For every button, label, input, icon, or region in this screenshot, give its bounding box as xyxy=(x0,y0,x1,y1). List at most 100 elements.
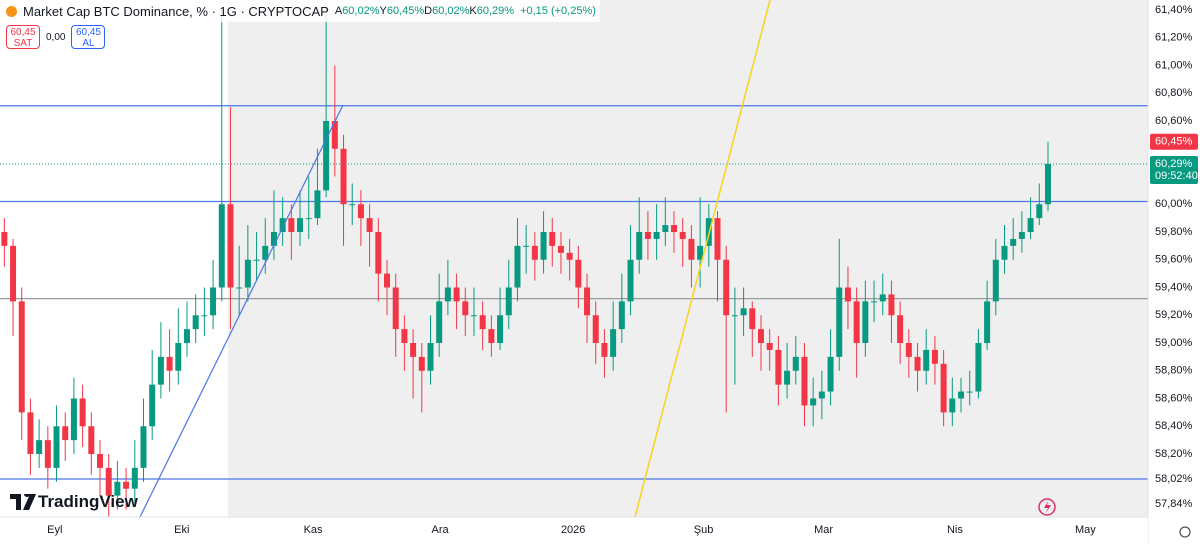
y-tick-label: 61,00% xyxy=(1155,59,1193,71)
candle-body xyxy=(662,225,669,232)
buy-price: 60,45 xyxy=(75,27,101,38)
logo: TradingView xyxy=(10,492,138,512)
candle-body xyxy=(270,231,277,246)
candle-body xyxy=(470,315,477,317)
candle-body xyxy=(227,204,234,288)
candle-body xyxy=(523,245,530,247)
candle-body xyxy=(949,398,956,413)
candle-body xyxy=(62,426,69,441)
candle-body xyxy=(636,231,643,260)
candle-body xyxy=(175,343,182,371)
candle-body xyxy=(410,343,417,357)
drawings xyxy=(139,0,771,517)
x-tick-label: Nis xyxy=(947,524,963,536)
candle-body xyxy=(749,308,756,330)
candle-body xyxy=(757,329,764,344)
y-tick-label: 58,02% xyxy=(1155,473,1193,485)
y-tick-label: 59,40% xyxy=(1155,281,1193,293)
candle-body xyxy=(375,231,382,274)
candle-body xyxy=(610,329,617,357)
candle-body xyxy=(462,301,469,316)
candle-body xyxy=(784,370,791,385)
candle-body xyxy=(297,218,304,232)
alert-icon[interactable] xyxy=(1038,498,1056,516)
candle-body xyxy=(731,315,738,317)
trade-panel: 60,45 SAT 0,00 60,45 AL xyxy=(6,25,106,49)
candle-body xyxy=(262,245,269,260)
candle-body xyxy=(1,231,8,246)
candle-body xyxy=(531,245,538,260)
candle-body xyxy=(1044,164,1051,205)
candle-body xyxy=(740,308,747,316)
candle-body xyxy=(279,218,286,232)
x-tick-label: May xyxy=(1075,524,1096,536)
candle-body xyxy=(244,259,251,288)
candle-body xyxy=(775,349,782,385)
candle-body xyxy=(401,329,408,344)
buy-button[interactable]: 60,45 AL xyxy=(71,25,106,49)
candle-body xyxy=(114,481,121,496)
y-tick-label: 59,60% xyxy=(1155,254,1193,266)
range-shade xyxy=(228,0,1148,517)
candle-body xyxy=(131,467,138,489)
buy-label: AL xyxy=(82,38,95,49)
candle-body xyxy=(1036,204,1043,219)
price-badge-label: 60,45% xyxy=(1155,136,1193,148)
candle-body xyxy=(418,356,425,371)
candle-body xyxy=(253,259,260,261)
sell-button[interactable]: 60,45 SAT xyxy=(6,25,40,49)
candle-body xyxy=(1018,231,1025,239)
candle-body xyxy=(792,356,799,371)
candle-body xyxy=(1027,218,1034,232)
candle-body xyxy=(923,349,930,371)
candle-body xyxy=(897,315,904,344)
ohlc-value: 60,02% xyxy=(432,5,470,17)
candle-body xyxy=(766,343,773,350)
candle-body xyxy=(88,426,95,455)
candle-body xyxy=(305,218,312,220)
y-tick-label: 60,80% xyxy=(1155,87,1193,99)
candle-body xyxy=(810,398,817,406)
symbol-title[interactable]: Market Cap BTC Dominance, % · 1G · CRYPT… xyxy=(23,3,329,19)
x-tick-label: Eki xyxy=(174,524,189,536)
price-badge xyxy=(1150,133,1198,150)
candle-body xyxy=(984,301,991,344)
candle-body xyxy=(958,391,965,399)
candle-body xyxy=(97,454,104,468)
candle-body xyxy=(70,398,77,441)
x-tick-label: Ara xyxy=(432,524,450,536)
candle-body xyxy=(10,245,17,302)
ohlc-value: 60,29% xyxy=(476,5,515,17)
candle-body xyxy=(436,301,443,344)
candle-body xyxy=(644,231,651,239)
candle-body xyxy=(340,148,347,205)
settings-icon[interactable] xyxy=(1179,526,1191,538)
candle-body xyxy=(331,120,338,149)
ohlc-key: K xyxy=(469,5,477,17)
candle-body xyxy=(671,225,678,232)
candle-body xyxy=(18,301,25,413)
price-badge-label: 60,29% xyxy=(1155,158,1193,170)
candle-body xyxy=(236,287,243,289)
candle-body xyxy=(514,245,521,288)
candle-body xyxy=(888,294,895,316)
candle-body xyxy=(871,301,878,303)
candle-body xyxy=(123,481,130,489)
candle-body xyxy=(392,287,399,330)
candle-body xyxy=(905,343,912,357)
candle-body xyxy=(818,391,825,399)
candle-body xyxy=(183,329,190,344)
candle-body xyxy=(288,218,295,232)
candle-body xyxy=(975,343,982,392)
candle-body xyxy=(357,204,364,219)
candle-body xyxy=(540,231,547,260)
header: Market Cap BTC Dominance, % · 1G · CRYPT… xyxy=(0,0,600,22)
candle-body xyxy=(201,315,208,317)
candle-body xyxy=(157,356,164,385)
candle-body xyxy=(53,426,60,468)
y-tick-label: 60,60% xyxy=(1155,115,1193,127)
candle-body xyxy=(723,259,730,316)
candle-body xyxy=(549,231,556,246)
